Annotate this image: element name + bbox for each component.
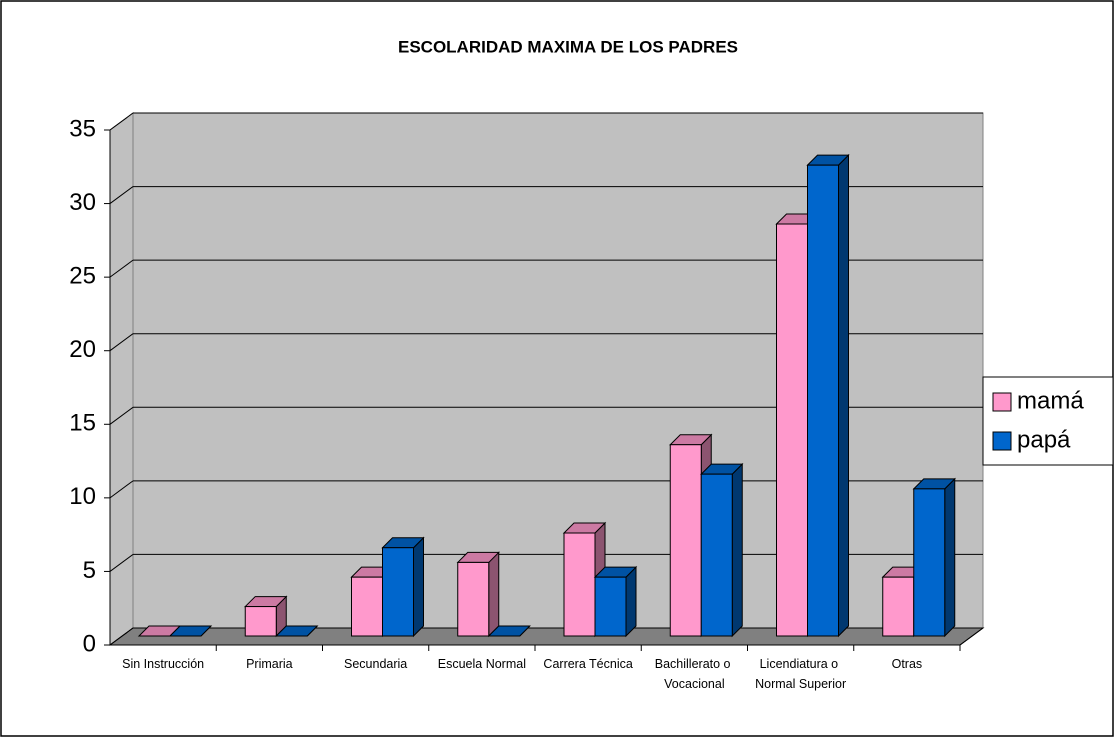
chart-title: ESCOLARIDAD MAXIMA DE LOS PADRES — [398, 37, 738, 56]
bar — [912, 477, 956, 638]
bar-top — [275, 625, 319, 637]
legend-swatch — [992, 431, 1012, 451]
grid-line — [109, 627, 134, 646]
grid-line — [109, 259, 134, 278]
x-tick-label: Secundaria — [344, 657, 407, 671]
y-tick-label: 25 — [69, 262, 96, 289]
bar-side — [731, 462, 743, 638]
y-tick-label: 30 — [69, 189, 96, 216]
bar-front — [382, 547, 414, 637]
x-tick-label: Otras — [892, 657, 923, 671]
y-tick-label: 20 — [69, 336, 96, 363]
x-tick-label: Primaria — [246, 657, 293, 671]
legend: mamá papá — [982, 376, 1114, 466]
bar — [275, 625, 319, 637]
y-tick-label: 0 — [83, 630, 96, 657]
grid-line — [109, 406, 134, 425]
bar-front — [594, 576, 627, 637]
bar — [381, 536, 425, 638]
x-tick-label: Bachillerato o Vocacional — [655, 657, 734, 691]
bar-front — [700, 473, 733, 637]
bar-front — [807, 164, 839, 637]
bar-front — [913, 488, 946, 637]
bar-top — [168, 625, 213, 637]
bar — [456, 551, 500, 638]
bar-side — [838, 153, 849, 638]
grid-line — [109, 333, 134, 352]
grid-line — [109, 554, 134, 572]
bar — [806, 153, 850, 638]
x-tick-label: Licendiatura o Normal Superior — [755, 657, 846, 691]
bar — [593, 565, 638, 638]
bar-front — [244, 606, 277, 637]
bar-front — [351, 576, 383, 637]
legend-label: papá — [1017, 426, 1071, 453]
legend-swatch — [992, 392, 1012, 412]
floor — [108, 627, 985, 646]
legend-box — [982, 376, 1114, 466]
back-wall — [132, 112, 984, 629]
grid-line — [109, 480, 134, 499]
bar-front — [457, 561, 490, 637]
bar-side — [413, 536, 424, 638]
y-tick-label: 10 — [69, 483, 96, 510]
bar-front — [669, 444, 702, 637]
bar-front — [563, 532, 596, 637]
x-tick-label: Escuela Normal — [438, 657, 526, 671]
bar — [244, 595, 288, 638]
x-axis-depth — [959, 627, 984, 646]
side-wall — [109, 112, 134, 646]
y-tick-label: 35 — [69, 115, 96, 142]
bar-top — [487, 625, 531, 637]
grid-line — [109, 112, 134, 131]
bar-front — [776, 223, 808, 637]
bar-side — [488, 551, 500, 638]
bar-side — [944, 477, 956, 638]
bar-side — [625, 565, 637, 638]
legend-label: mamá — [1017, 387, 1084, 414]
x-tick-label: Carrera Técnica — [543, 657, 632, 671]
bar-front — [882, 576, 915, 637]
bar — [487, 625, 531, 637]
y-tick-label: 15 — [69, 410, 96, 437]
y-tick-label: 5 — [83, 557, 96, 584]
bar — [168, 625, 213, 637]
bar — [700, 462, 744, 638]
grid-line — [109, 186, 134, 204]
x-tick-label: Sin Instrucción — [122, 657, 204, 671]
